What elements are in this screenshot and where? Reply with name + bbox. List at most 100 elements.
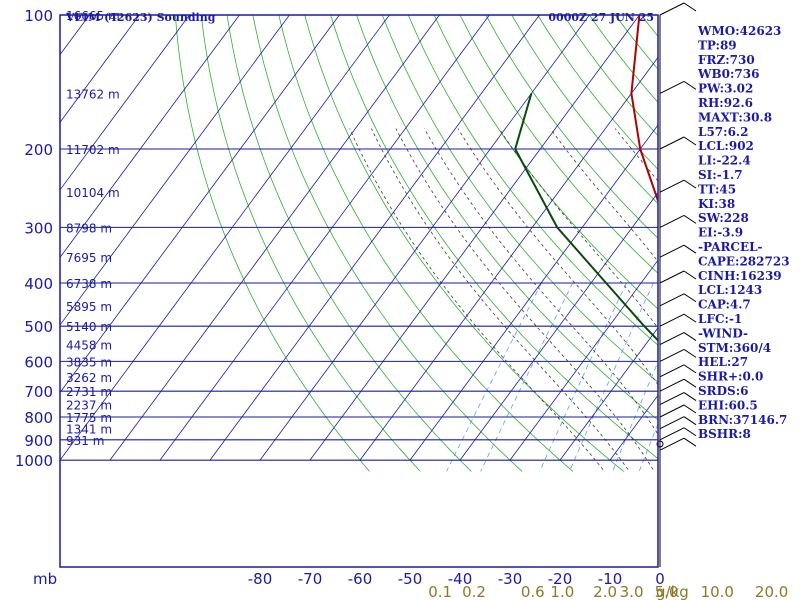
wind-barb-flag <box>683 404 697 414</box>
pressure-tick-label: 600 <box>24 353 53 371</box>
index-label: CAP:4.7 <box>698 298 751 312</box>
wind-barb <box>659 404 685 418</box>
height-label: 1341 m <box>66 423 112 437</box>
isotherm-line <box>60 15 140 123</box>
isotherm-line <box>359 56 658 461</box>
profile-line <box>762 444 800 460</box>
wind-barb <box>659 437 685 451</box>
wind-barb-flag <box>683 364 697 374</box>
pressure-tick-label: 100 <box>24 7 53 25</box>
profile-line <box>514 93 658 342</box>
wind-barb <box>659 427 685 441</box>
index-label: EI:-3.9 <box>698 226 743 240</box>
dry-adiabat-line <box>381 15 658 383</box>
index-label: LI:-22.4 <box>698 154 751 168</box>
mixing-ratio-line <box>612 361 658 472</box>
mixing-ratio-label: 0.6 <box>521 583 545 600</box>
dry-adiabat-line <box>511 15 658 205</box>
pressure-tick-label: 500 <box>24 318 53 336</box>
wind-barb <box>659 313 685 327</box>
wind-barb-flag <box>683 214 697 224</box>
wind-barb-flag <box>683 348 697 358</box>
wind-barb <box>659 244 685 258</box>
index-label: LCL:902 <box>698 139 754 153</box>
isotherm-line <box>509 259 658 461</box>
height-label: 5895 m <box>66 300 112 314</box>
pressure-tick-label: 700 <box>24 383 53 401</box>
pressure-tick-label: 900 <box>24 432 53 450</box>
isotherm-line <box>559 327 658 461</box>
wind-barb-flag <box>683 313 697 323</box>
index-label: SW:228 <box>698 211 749 225</box>
mixing-ratio-label: 20.0 <box>755 583 788 600</box>
pressure-tick-label: 800 <box>24 409 53 427</box>
index-label: CAPE:282723 <box>698 254 790 268</box>
temperature-tick-label: -80 <box>248 570 273 588</box>
mixing-ratio-label: 0.2 <box>462 583 486 600</box>
index-label: SI:-1.7 <box>698 168 743 182</box>
height-label: 13762 m <box>66 87 120 101</box>
height-label: 16665 m <box>66 9 120 23</box>
temperature-tick-label: -50 <box>398 570 423 588</box>
mixing-ratio-label: 2.0 <box>593 583 617 600</box>
height-label: 2237 m <box>66 399 112 413</box>
dry-adiabat-line <box>777 0 800 471</box>
height-label: 11702 m <box>66 143 120 157</box>
dry-adiabat-line <box>407 15 658 346</box>
wind-barb <box>659 136 685 150</box>
wind-barb <box>659 214 685 228</box>
height-label: 5140 m <box>66 320 112 334</box>
isotherm-line <box>209 15 540 461</box>
isotherm-line <box>159 15 490 461</box>
temperature-tick-label: -70 <box>298 570 323 588</box>
isotherm-line <box>60 15 390 461</box>
temperature-tick-label: -60 <box>348 570 373 588</box>
index-label: WB0:736 <box>697 67 759 81</box>
pressure-tick-label: 300 <box>24 219 53 237</box>
wind-surface-marker <box>656 440 664 448</box>
mixing-ratio-label: 1.0 <box>550 583 574 600</box>
wind-barb <box>659 270 685 284</box>
index-label: HEL:27 <box>698 355 748 369</box>
wind-barb-flag <box>683 293 697 303</box>
moist-adiabat-line <box>349 128 604 470</box>
wind-barb-flag <box>683 179 697 189</box>
dry-adiabat-line <box>433 15 658 310</box>
pressure-tick-label: 400 <box>24 275 53 293</box>
isotherm-line <box>459 191 658 461</box>
wind-barb-flag <box>683 270 697 280</box>
temperature-tick-label: 0 <box>655 570 665 588</box>
wind-barb <box>659 378 685 392</box>
index-label: TP:89 <box>698 38 737 52</box>
height-label: 4458 m <box>66 339 112 353</box>
wind-barb <box>659 392 685 405</box>
isotherm-line <box>109 15 440 461</box>
pressure-unit-label: mb <box>33 570 57 588</box>
height-label: 3835 m <box>66 355 112 369</box>
height-label: 8798 m <box>66 221 112 235</box>
height-label: 1775 m <box>66 411 112 425</box>
index-label: CINH:16239 <box>698 269 782 283</box>
wind-barb-flag <box>683 332 697 341</box>
height-label: 7695 m <box>66 251 112 265</box>
isotherm-line <box>409 124 658 461</box>
moist-adiabat-line <box>371 128 629 470</box>
mixing-ratio-line <box>638 422 658 472</box>
mixing-ratio-label: 10.0 <box>701 583 734 600</box>
mixing-ratio-line <box>480 282 574 472</box>
mixing-ratio-unit-label: g/kg <box>656 583 689 600</box>
chart-timestamp: 0000Z 27 JUN 25 <box>548 11 654 24</box>
plot-area <box>60 15 658 567</box>
wind-barb-flag <box>683 437 697 447</box>
pressure-tick-label: 1000 <box>15 452 53 470</box>
index-label: TT:45 <box>698 182 736 196</box>
index-label: MAXT:30.8 <box>698 110 772 124</box>
height-label: 10104 m <box>66 186 120 200</box>
index-label: -PARCEL- <box>698 240 763 254</box>
temperature-tick-label: -10 <box>598 570 623 588</box>
wind-barb <box>659 348 685 362</box>
height-label: 931 m <box>66 434 104 448</box>
pressure-tick-label: 200 <box>24 141 53 159</box>
plot-frame <box>59 14 659 568</box>
